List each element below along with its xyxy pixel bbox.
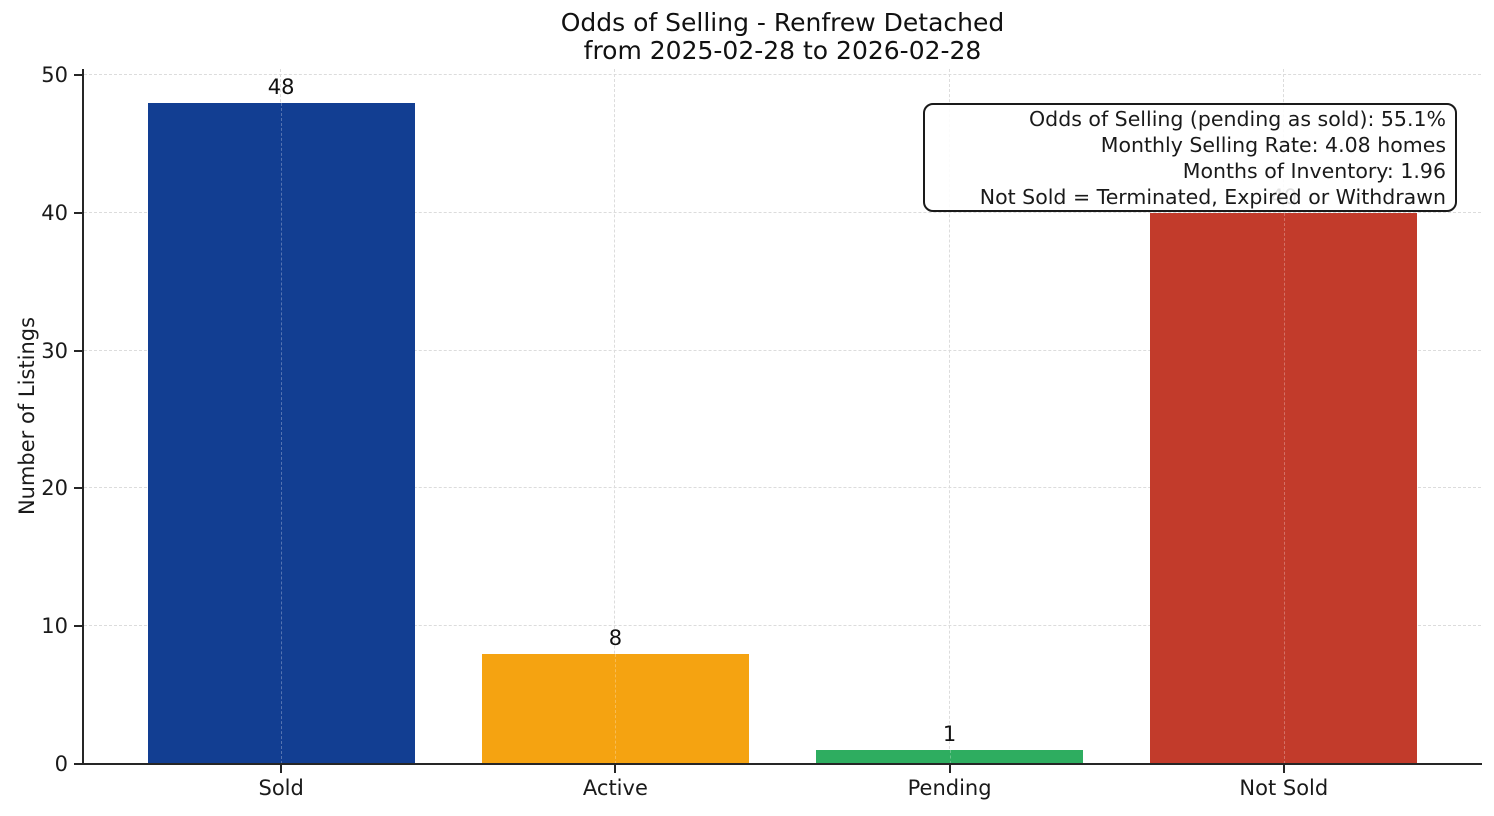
bar-gridline-overlay — [1283, 212, 1285, 764]
annotation-line-odds: Odds of Selling (pending as sold): 55.1% — [1029, 107, 1446, 131]
y-tick-mark — [74, 349, 83, 352]
x-tick-label-pending: Pending — [907, 776, 992, 800]
y-tick-label: 0 — [54, 752, 68, 776]
bar-gridline-overlay — [615, 653, 617, 764]
bar-not-sold — [1150, 212, 1418, 764]
bar-value-label-sold: 48 — [267, 74, 295, 99]
x-tick-label-active: Active — [582, 776, 648, 800]
bar-active — [481, 653, 749, 764]
chart-title-line2: from 2025-02-28 to 2026-02-28 — [583, 36, 982, 65]
y-tick-mark — [74, 625, 83, 628]
y-tick-mark — [74, 211, 83, 214]
h-gridline — [84, 74, 1481, 75]
x-tick-label-not-sold: Not Sold — [1239, 776, 1329, 800]
y-tick-mark — [74, 74, 83, 76]
y-axis-spine — [82, 69, 84, 765]
h-gridline — [84, 625, 1481, 627]
v-gridline — [948, 69, 950, 764]
bar-value-label-pending: 1 — [942, 722, 957, 747]
annotation-line-notsold-note: Not Sold = Terminated, Expired or Withdr… — [979, 185, 1446, 209]
annotation-line-inventory: Months of Inventory: 1.96 — [1182, 159, 1446, 183]
h-gridline — [84, 349, 1481, 351]
x-tick-mark — [280, 765, 283, 773]
h-gridline — [84, 487, 1481, 489]
v-gridline — [614, 69, 616, 764]
bar-sold — [147, 102, 415, 764]
x-tick-mark — [948, 765, 951, 773]
y-tick-mark — [74, 763, 83, 765]
bar-value-label-active: 8 — [608, 625, 623, 650]
annotation-box: Odds of Selling (pending as sold): 55.1%… — [923, 103, 1457, 212]
y-tick-label: 40 — [41, 200, 68, 225]
bar-gridline-overlay — [281, 102, 283, 764]
h-gridline — [84, 211, 1481, 213]
bar-pending — [816, 750, 1084, 764]
y-tick-label: 10 — [41, 614, 68, 639]
chart-title-line1: Odds of Selling - Renfrew Detached — [560, 8, 1005, 37]
y-tick-label: 50 — [41, 63, 68, 87]
bar-gridline-overlay — [949, 750, 951, 764]
x-tick-mark — [1282, 765, 1285, 773]
annotation-line-selling-rate: Monthly Selling Rate: 4.08 homes — [1100, 133, 1446, 157]
x-axis-spine — [82, 763, 1482, 765]
x-tick-label-sold: Sold — [258, 776, 304, 800]
y-tick-label: 20 — [41, 476, 68, 501]
chart-title: Odds of Selling - Renfrew Detached from … — [84, 9, 1481, 65]
y-tick-mark — [74, 487, 83, 490]
y-tick-label: 30 — [41, 338, 68, 363]
x-tick-mark — [614, 765, 617, 773]
